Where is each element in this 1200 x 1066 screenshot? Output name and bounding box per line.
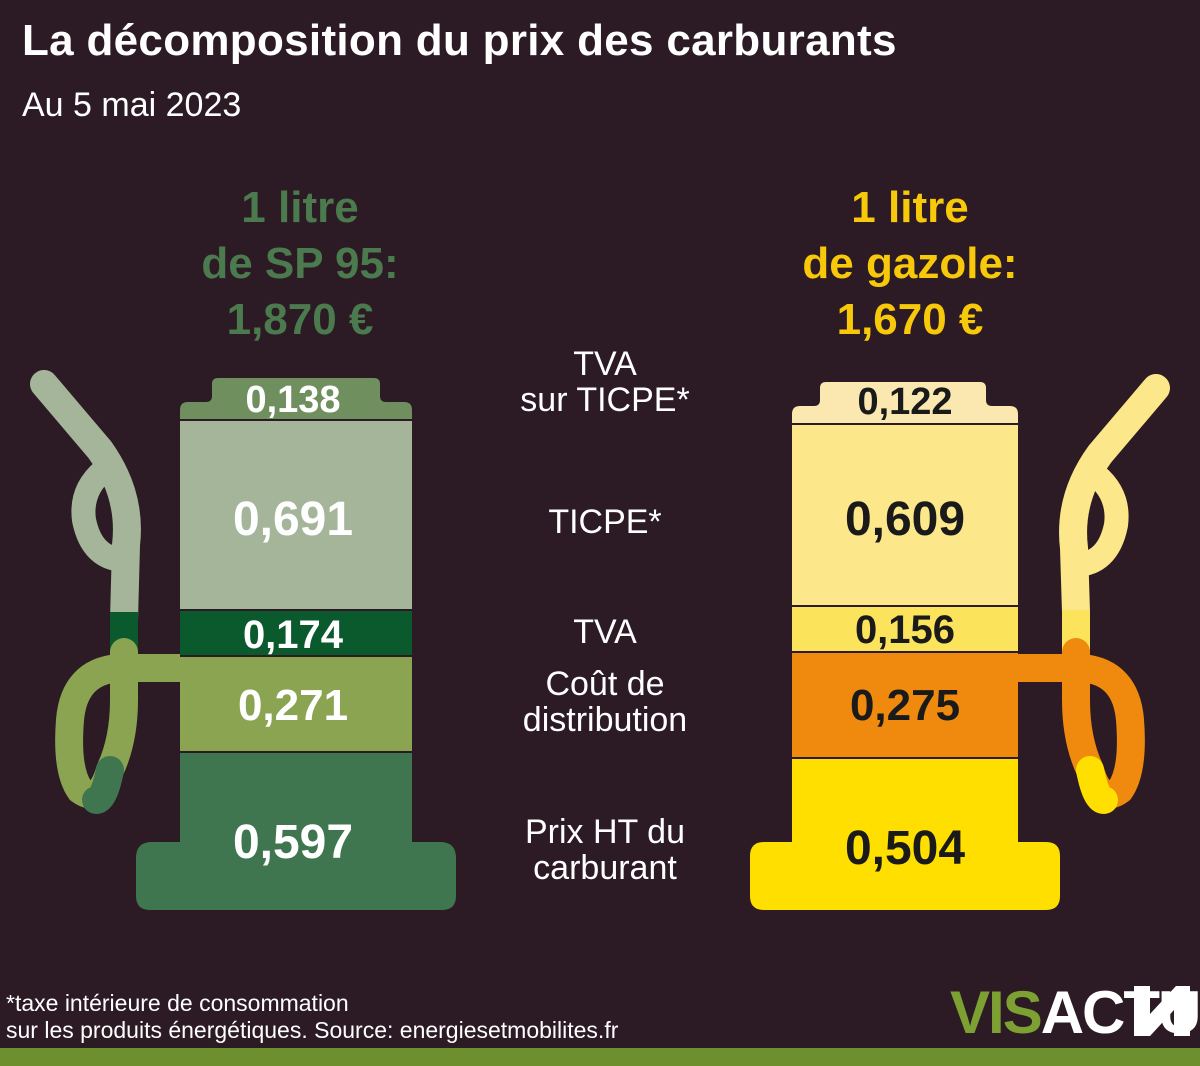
category-label-tva-ticpe: TVA sur TICPE* — [490, 346, 720, 418]
gazole-segment-tva — [750, 606, 1060, 652]
logo-part-vis: VIS — [950, 979, 1043, 1046]
gazole-value-distribution: 0,275 — [850, 681, 960, 730]
gazole-value-tva: 0,156 — [855, 608, 955, 652]
category-label-tva-text: TVA — [573, 613, 637, 651]
bottom-bar — [0, 1048, 1200, 1066]
sp95-segment-tva — [136, 610, 456, 656]
gazole-segment-prix-ht — [750, 758, 1060, 910]
sp95-heading-line3: 1,870 € — [226, 295, 374, 344]
gazole-value-tva-ticpe: 0,122 — [857, 381, 952, 423]
sp95-segment-prix-ht — [136, 752, 456, 910]
category-label-tva-ticpe-line1: TVA — [573, 345, 637, 383]
category-label-distribution-line1: Coût de — [545, 665, 665, 703]
footnote-line1: *taxe intérieure de consommation — [6, 990, 349, 1016]
sp95-pump — [136, 378, 456, 910]
gazole-value-prix-ht: 0,504 — [845, 822, 965, 875]
gazole-heading-line2: de gazole: — [802, 239, 1018, 288]
page-title: La décomposition du prix des carburants — [22, 16, 897, 65]
category-label-tva-ticpe-line2: sur TICPE* — [520, 381, 690, 419]
gazole-pump — [750, 382, 1060, 910]
category-label-tva: TVA — [490, 614, 720, 650]
category-label-prix-ht: Prix HT du carburant — [490, 814, 720, 886]
gazole-heading-line1: 1 litre — [851, 183, 969, 232]
page-subtitle: Au 5 mai 2023 — [22, 86, 242, 124]
gazole-segment-ticpe — [750, 424, 1060, 606]
gazole-hose-icon — [1004, 374, 1170, 814]
sp95-value-tva: 0,174 — [243, 613, 344, 657]
category-label-distribution-line2: distribution — [522, 701, 688, 739]
category-label-ticpe-text: TICPE* — [548, 503, 662, 541]
category-label-ticpe: TICPE* — [490, 504, 720, 540]
category-label-distribution: Coût de distribution — [490, 666, 720, 738]
sp95-value-ticpe: 0,691 — [233, 493, 353, 546]
sp95-hose-icon — [30, 370, 194, 814]
category-label-prix-ht-line1: Prix HT du — [525, 813, 685, 851]
gazole-heading: 1 litre de gazole: 1,670 € — [700, 180, 1120, 348]
gazole-segment-distribution — [750, 652, 1060, 758]
sp95-heading-line2: de SP 95: — [201, 239, 399, 288]
sp95-value-tva-ticpe: 0,138 — [245, 379, 340, 421]
visactu-mark-icon — [1134, 986, 1190, 1036]
gazole-value-ticpe: 0,609 — [845, 493, 965, 546]
sp95-value-prix-ht: 0,597 — [233, 816, 353, 869]
sp95-value-distribution: 0,271 — [238, 681, 348, 730]
sp95-heading: 1 litre de SP 95: 1,870 € — [90, 180, 510, 348]
sp95-segment-ticpe — [136, 420, 456, 610]
category-label-prix-ht-line2: carburant — [533, 849, 677, 887]
gazole-heading-line3: 1,670 € — [836, 295, 984, 344]
footnote-line2: sur les produits énergétiques. Source: e… — [6, 1017, 619, 1043]
footnote: *taxe intérieure de consommation sur les… — [6, 990, 618, 1044]
sp95-segment-distribution — [136, 656, 456, 752]
sp95-heading-line1: 1 litre — [241, 183, 359, 232]
